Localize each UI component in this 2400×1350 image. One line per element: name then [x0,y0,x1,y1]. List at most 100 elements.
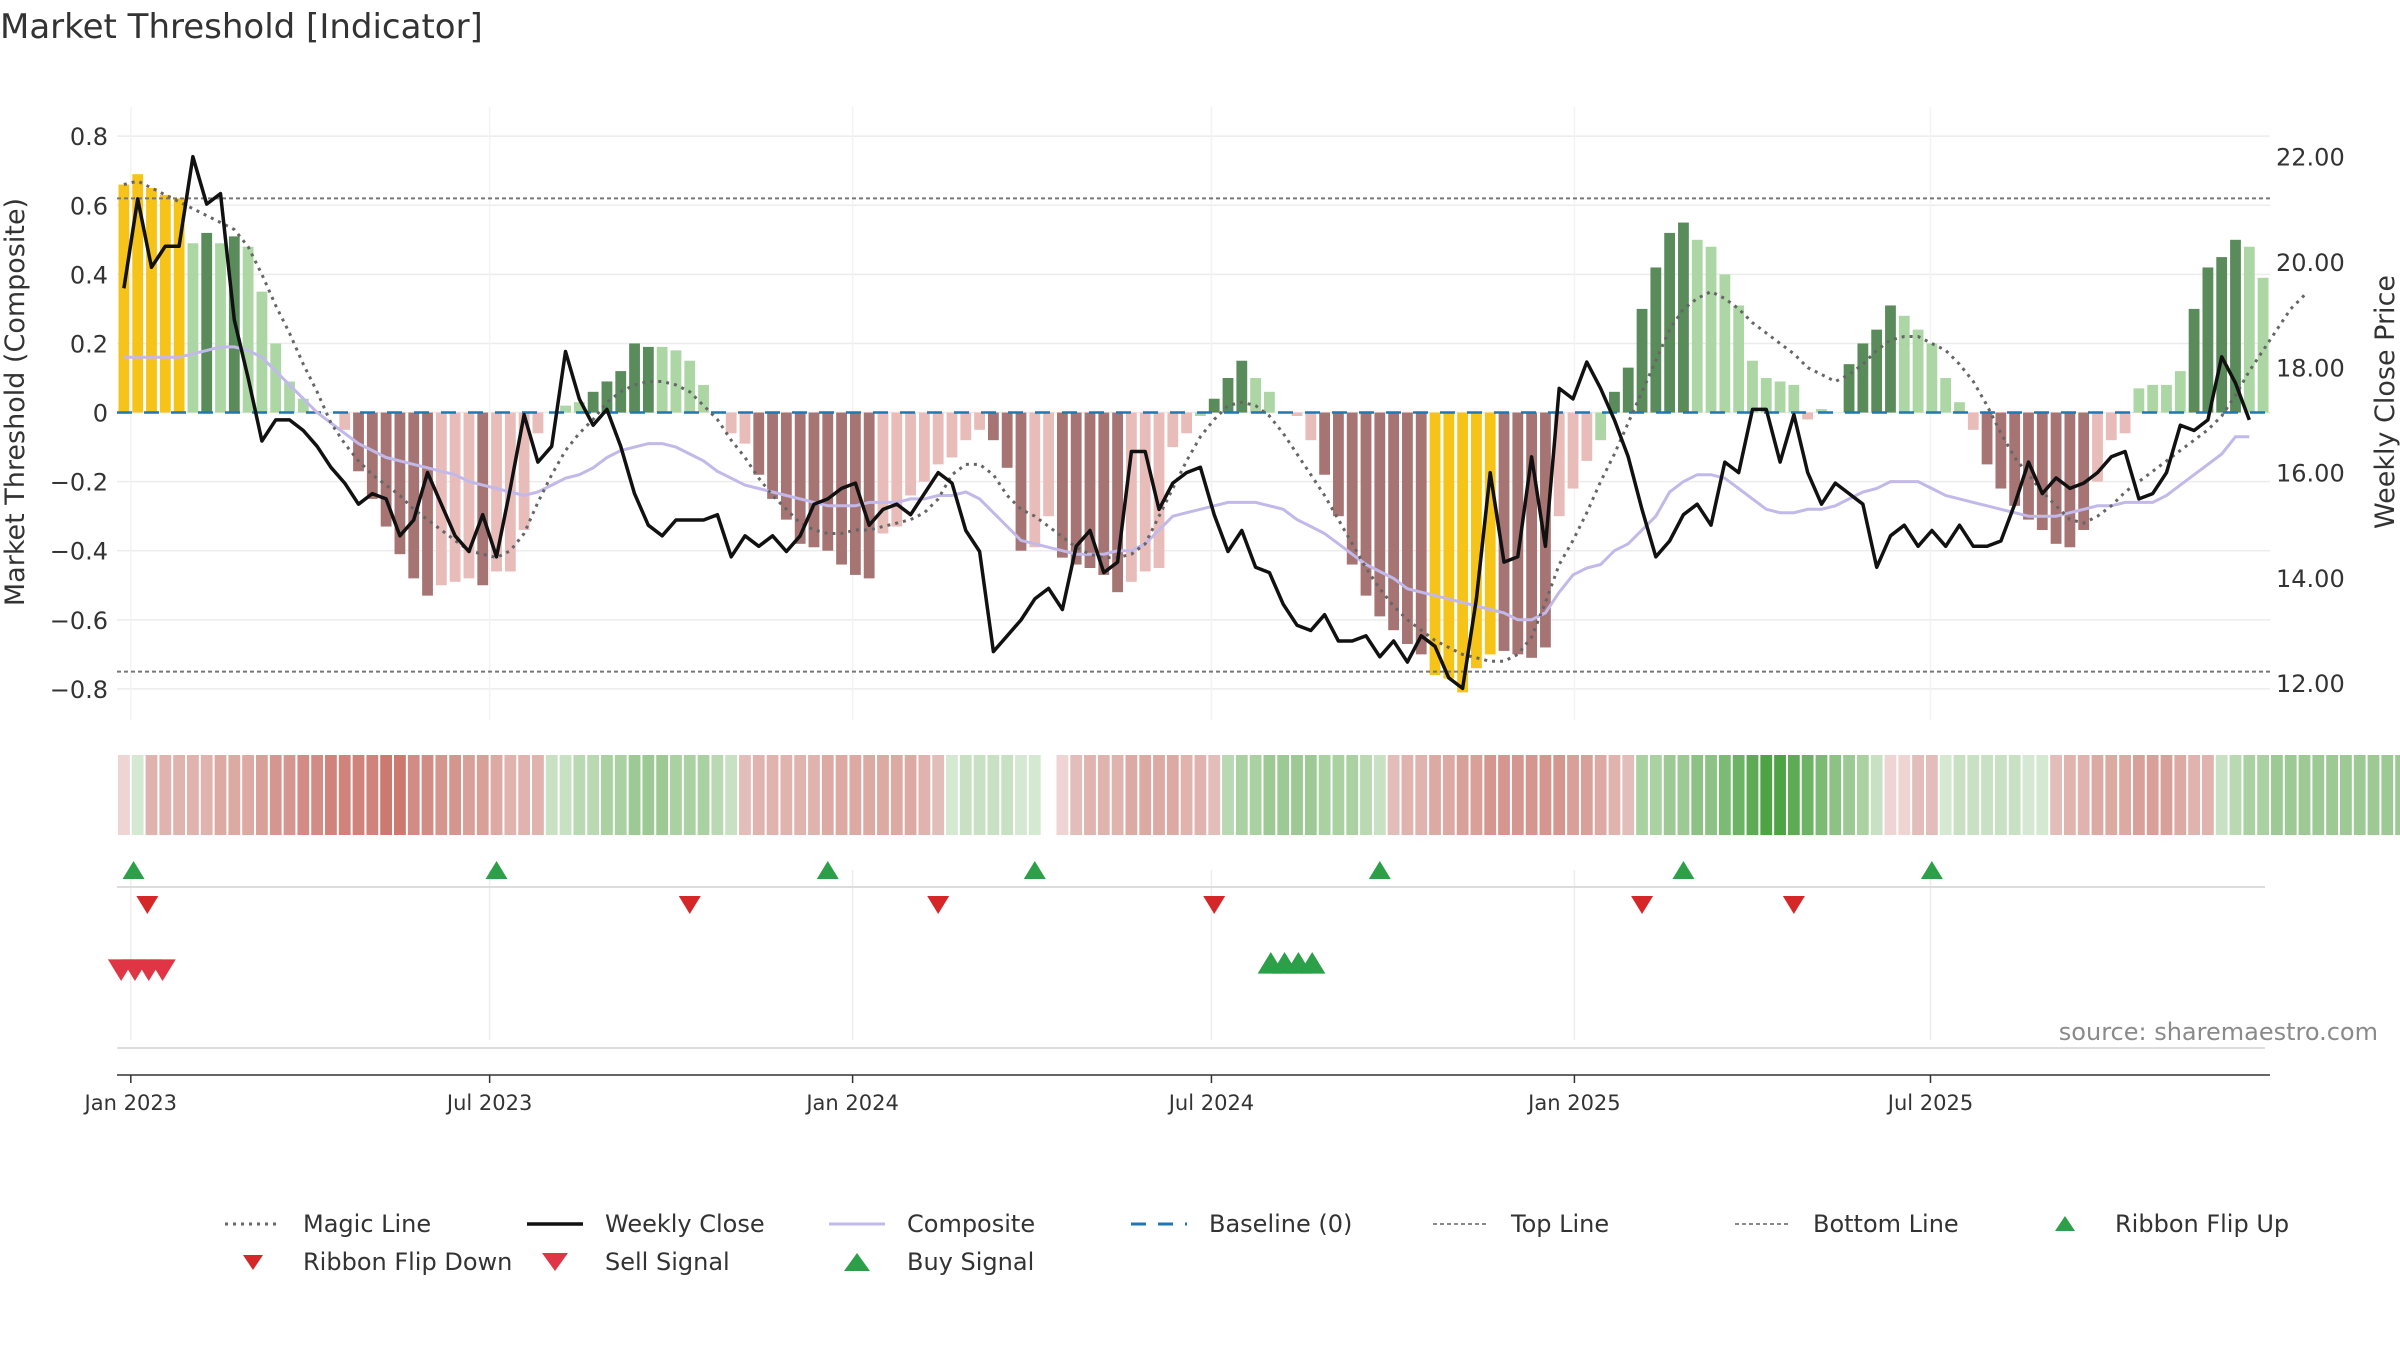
ribbon-cell [601,755,613,835]
ribbon-cell [1843,755,1855,835]
ribbon-cell [1249,755,1262,835]
composite-bar [1512,412,1524,655]
ribbon-cell [1994,755,2007,835]
ribbon-cell [1760,755,1773,835]
composite-bar [187,243,199,413]
ribbon-cell [1153,755,1165,835]
ribbon-cell [2022,755,2035,835]
legend-sell-signal: Sell Signal [527,1248,829,1276]
ribbon-cell [1304,755,1317,835]
ribbon-cell [200,755,213,835]
ribbon-cell [2119,755,2131,835]
ribbon-cell [1401,755,1414,835]
buy-signal-marker [1298,952,1326,974]
ribbon-cell [421,755,434,835]
ribbon-cell [311,755,324,835]
composite-bar [256,291,268,413]
ribbon-cell [1746,755,1759,835]
x-tick-label: Jul 2025 [1886,1091,1973,1115]
legend-bottom-line: Bottom Line [1735,1210,2037,1238]
composite-bar [2147,384,2159,413]
dashed-line-icon [1131,1222,1187,1226]
axes-layer: 0.8 0.6 0.4 0.2 0 −0.2 −0.4 −0.6 −0.8 22.00 20.00 1… [50,123,2345,1115]
ribbon-cell [1387,755,1400,835]
composite-bar [1167,412,1179,448]
ribbon-cell [1235,755,1248,835]
ribbon-cell [1649,755,1662,835]
composite-bar [849,412,861,575]
ribbon-cell [2298,755,2311,835]
composite-bar [753,412,765,475]
ribbon-cell [1511,755,1524,835]
legend-row-2: Ribbon Flip Down Sell Signal Buy Signal [225,1243,2355,1281]
ribbon-cell [1001,755,1014,835]
composite-bar [1429,412,1441,676]
ribbon-cell [1553,755,1566,835]
legend: Magic Line Weekly Close Composite Baseli… [225,1205,2355,1281]
y-left-tick-label: 0 [93,400,108,428]
composite-bar [2161,384,2172,413]
composite-bar [1498,412,1510,651]
composite-bar [2105,412,2117,441]
ribbon-cell [1291,755,1303,835]
ribbon-cell [1360,755,1372,835]
composite-bar [1898,315,1910,413]
composite-bar [297,398,309,413]
composite-bar [242,246,254,413]
lines-layer [117,154,2306,691]
composite-bar [1636,308,1648,413]
ribbon-cell [1608,755,1621,835]
legend-label: Weekly Close [605,1210,765,1238]
ribbon-cell [904,755,917,835]
ribbon-cell [2381,755,2394,835]
dotted-line-icon [225,1222,281,1226]
ribbon-cell [1166,755,1179,835]
ribbon-cell [711,755,724,835]
dotted-line-icon [1735,1223,1791,1225]
composite-bar [1733,305,1745,413]
ribbon-cell [656,755,669,835]
composite-bar [946,412,958,458]
composite-bar [684,360,696,413]
ribbon-cell [1415,755,1428,835]
ribbon-cell [518,755,531,835]
composite-bar [1885,305,1896,413]
y-axis-right-label: Weekly Close Price [2370,275,2400,529]
composite-bar [1153,412,1165,568]
legend-label: Bottom Line [1813,1210,1959,1238]
composite-bar [1360,412,1372,596]
legend-weekly-close: Weekly Close [527,1210,829,1238]
ribbon-cell [821,755,834,835]
composite-bar [1954,402,1965,413]
ribbon-cell [1525,755,1538,835]
chart-title: Market Threshold [Indicator] [0,7,483,47]
composite-bar [1319,412,1331,475]
composite-bar [284,381,295,413]
ribbon-cell [987,755,1000,835]
ribbon-cell [214,755,227,835]
sell-signal-marker [149,959,176,981]
composite-bar [380,412,392,527]
composite-bar [767,412,778,499]
composite-bar [1236,360,1248,413]
y-right-tick-label: 18.00 [2276,354,2345,382]
y-left-tick-label: 0.6 [70,192,108,220]
ribbon-cell [1111,755,1124,835]
ribbon-cell [932,755,945,835]
ribbon-cell [1663,755,1676,835]
composite-bar [629,343,640,413]
ribbon-flip-down-marker [136,896,159,914]
ribbon-cell [2312,755,2325,835]
composite-bar [1719,274,1731,413]
ribbon-cell [2091,755,2104,835]
composite-bar [173,198,185,413]
ribbon-cell [2340,755,2352,835]
triangle-down-icon [542,1253,568,1271]
composite-bar [2216,257,2228,413]
composite-bar [601,381,613,413]
composite-bar [987,412,999,441]
ribbon-cell [573,755,586,835]
y-axis-left-label: Market Threshold (Composite) [0,198,31,606]
ribbon-cell [877,755,889,835]
y-left-tick-label: −0.2 [50,469,108,497]
